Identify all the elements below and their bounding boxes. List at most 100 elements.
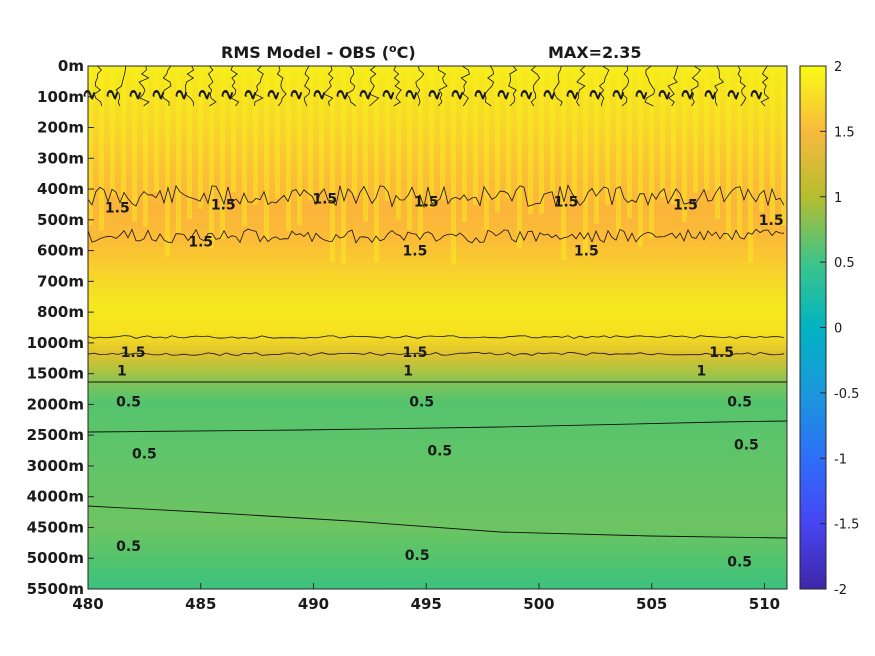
contour-label: 1.5 <box>554 194 579 210</box>
surface-stripe <box>176 66 181 234</box>
x-tick-label: 485 <box>185 595 216 613</box>
surface-stripe <box>528 66 533 215</box>
contour-label: 1.5 <box>105 201 130 217</box>
surface-contour <box>484 66 494 107</box>
contour-label: 0.5 <box>427 444 452 460</box>
surface-stripe <box>121 66 126 206</box>
y-tick-label: 0m <box>58 57 84 75</box>
surface-stripe <box>220 66 225 239</box>
contour-label: 1 <box>403 364 413 380</box>
surface-stripe <box>143 66 148 227</box>
colorbar-ticks: 2 1.5 1 0.5 0 -0.5 -1 -1.5 -2 <box>820 60 859 598</box>
y-tick-label: 400m <box>37 180 84 198</box>
colorbar: 2 1.5 1 0.5 0 -0.5 -1 -1.5 -2 <box>799 60 859 598</box>
y-tick-label: 4500m <box>27 518 84 536</box>
surface-stripe <box>616 66 621 235</box>
contour-label: 1.5 <box>673 197 698 213</box>
contour-label: 1.5 <box>121 345 146 361</box>
surface-stripe <box>715 66 720 219</box>
contour-line <box>88 335 785 339</box>
surface-contour <box>553 66 563 107</box>
y-tick-label: 1000m <box>27 334 84 352</box>
surface-stripe <box>319 66 324 191</box>
surface-stripe <box>693 66 698 194</box>
surface-contour <box>598 66 610 107</box>
colorbar-tick-label: -0.5 <box>834 387 859 402</box>
contour-label: 1.5 <box>709 345 734 361</box>
x-tick-label: 480 <box>72 595 103 613</box>
y-tick-label: 5500m <box>27 580 84 598</box>
surface-stripe <box>748 66 753 263</box>
y-tick-label: 700m <box>37 272 84 290</box>
contour-label: 0.5 <box>727 394 752 410</box>
colorbar-tick-label: 0.5 <box>834 256 855 271</box>
surface-stripe <box>462 66 467 222</box>
contour-label: 0.5 <box>727 554 752 570</box>
contour-line <box>88 505 787 539</box>
surface-stripe <box>286 66 291 231</box>
surface-stripe <box>704 66 709 190</box>
surface-stripe <box>99 66 104 231</box>
surface-contour <box>93 66 102 107</box>
surface-stripe <box>198 66 203 209</box>
surface-stripe <box>517 66 522 248</box>
surface-stripe <box>341 66 346 264</box>
contour-label: 0.5 <box>116 539 141 555</box>
y-tick-label: 300m <box>37 149 84 167</box>
colorbar-tick-label: 2 <box>834 60 842 75</box>
surface-contour <box>644 66 656 107</box>
surface-stripe <box>671 66 676 204</box>
surface-contour <box>303 66 311 107</box>
contour-label: 1.5 <box>403 244 428 260</box>
y-tick-label: 500m <box>37 211 84 229</box>
surface-stripe <box>451 66 456 265</box>
surface-stripes <box>88 66 786 265</box>
surface-stripe <box>242 66 247 226</box>
surface-stripe <box>506 66 511 199</box>
chart-title: RMS Model - OBS (oC) <box>221 42 416 62</box>
x-tick-label: 505 <box>636 595 667 613</box>
contour-label: 1.5 <box>312 191 337 207</box>
y-tick-label: 4000m <box>27 488 84 506</box>
surface-stripe <box>297 66 302 225</box>
surface-contour <box>368 66 380 107</box>
y-tick-label: 5000m <box>27 549 84 567</box>
surface-stripe <box>594 66 599 224</box>
y-tick-label: 200m <box>37 119 84 137</box>
surface-stripe <box>275 66 280 199</box>
surface-contour <box>737 66 747 107</box>
surface-stripe <box>572 66 577 206</box>
contour-line <box>88 352 785 356</box>
surface-stripe <box>759 66 764 212</box>
surface-stripe <box>165 66 170 257</box>
surface-stripe <box>363 66 368 222</box>
surface-stripe <box>429 66 434 209</box>
colorbar-tick-label: -1 <box>834 452 847 467</box>
colorbar-tick-label: 1 <box>834 191 842 206</box>
surface-contour <box>184 66 195 107</box>
surface-stripe <box>154 66 159 193</box>
surface-contour <box>760 66 770 107</box>
y-tick-label: 800m <box>37 303 84 321</box>
surface-stripe <box>495 66 500 213</box>
surface-stripe <box>627 66 632 219</box>
contour-label: 1 <box>117 364 127 380</box>
surface-contour <box>460 66 470 107</box>
contour-label: 0.5 <box>409 394 434 410</box>
surface-stripe <box>660 66 665 197</box>
surface-contour <box>207 66 217 107</box>
surface-contour <box>508 66 518 107</box>
contour-label: 1.5 <box>188 234 213 250</box>
surface-stripe <box>374 66 379 263</box>
surface-contour <box>138 66 150 107</box>
surface-stripe <box>308 66 313 201</box>
contour-lines <box>88 66 787 539</box>
surface-stripe <box>352 66 357 196</box>
surface-stripe <box>781 66 786 226</box>
surface-stripe <box>110 66 115 196</box>
surface-contour <box>530 66 541 107</box>
x-tick-label: 495 <box>411 595 442 613</box>
surface-stripe <box>396 66 401 220</box>
surface-stripe <box>737 66 742 238</box>
surface-contour <box>714 66 725 107</box>
